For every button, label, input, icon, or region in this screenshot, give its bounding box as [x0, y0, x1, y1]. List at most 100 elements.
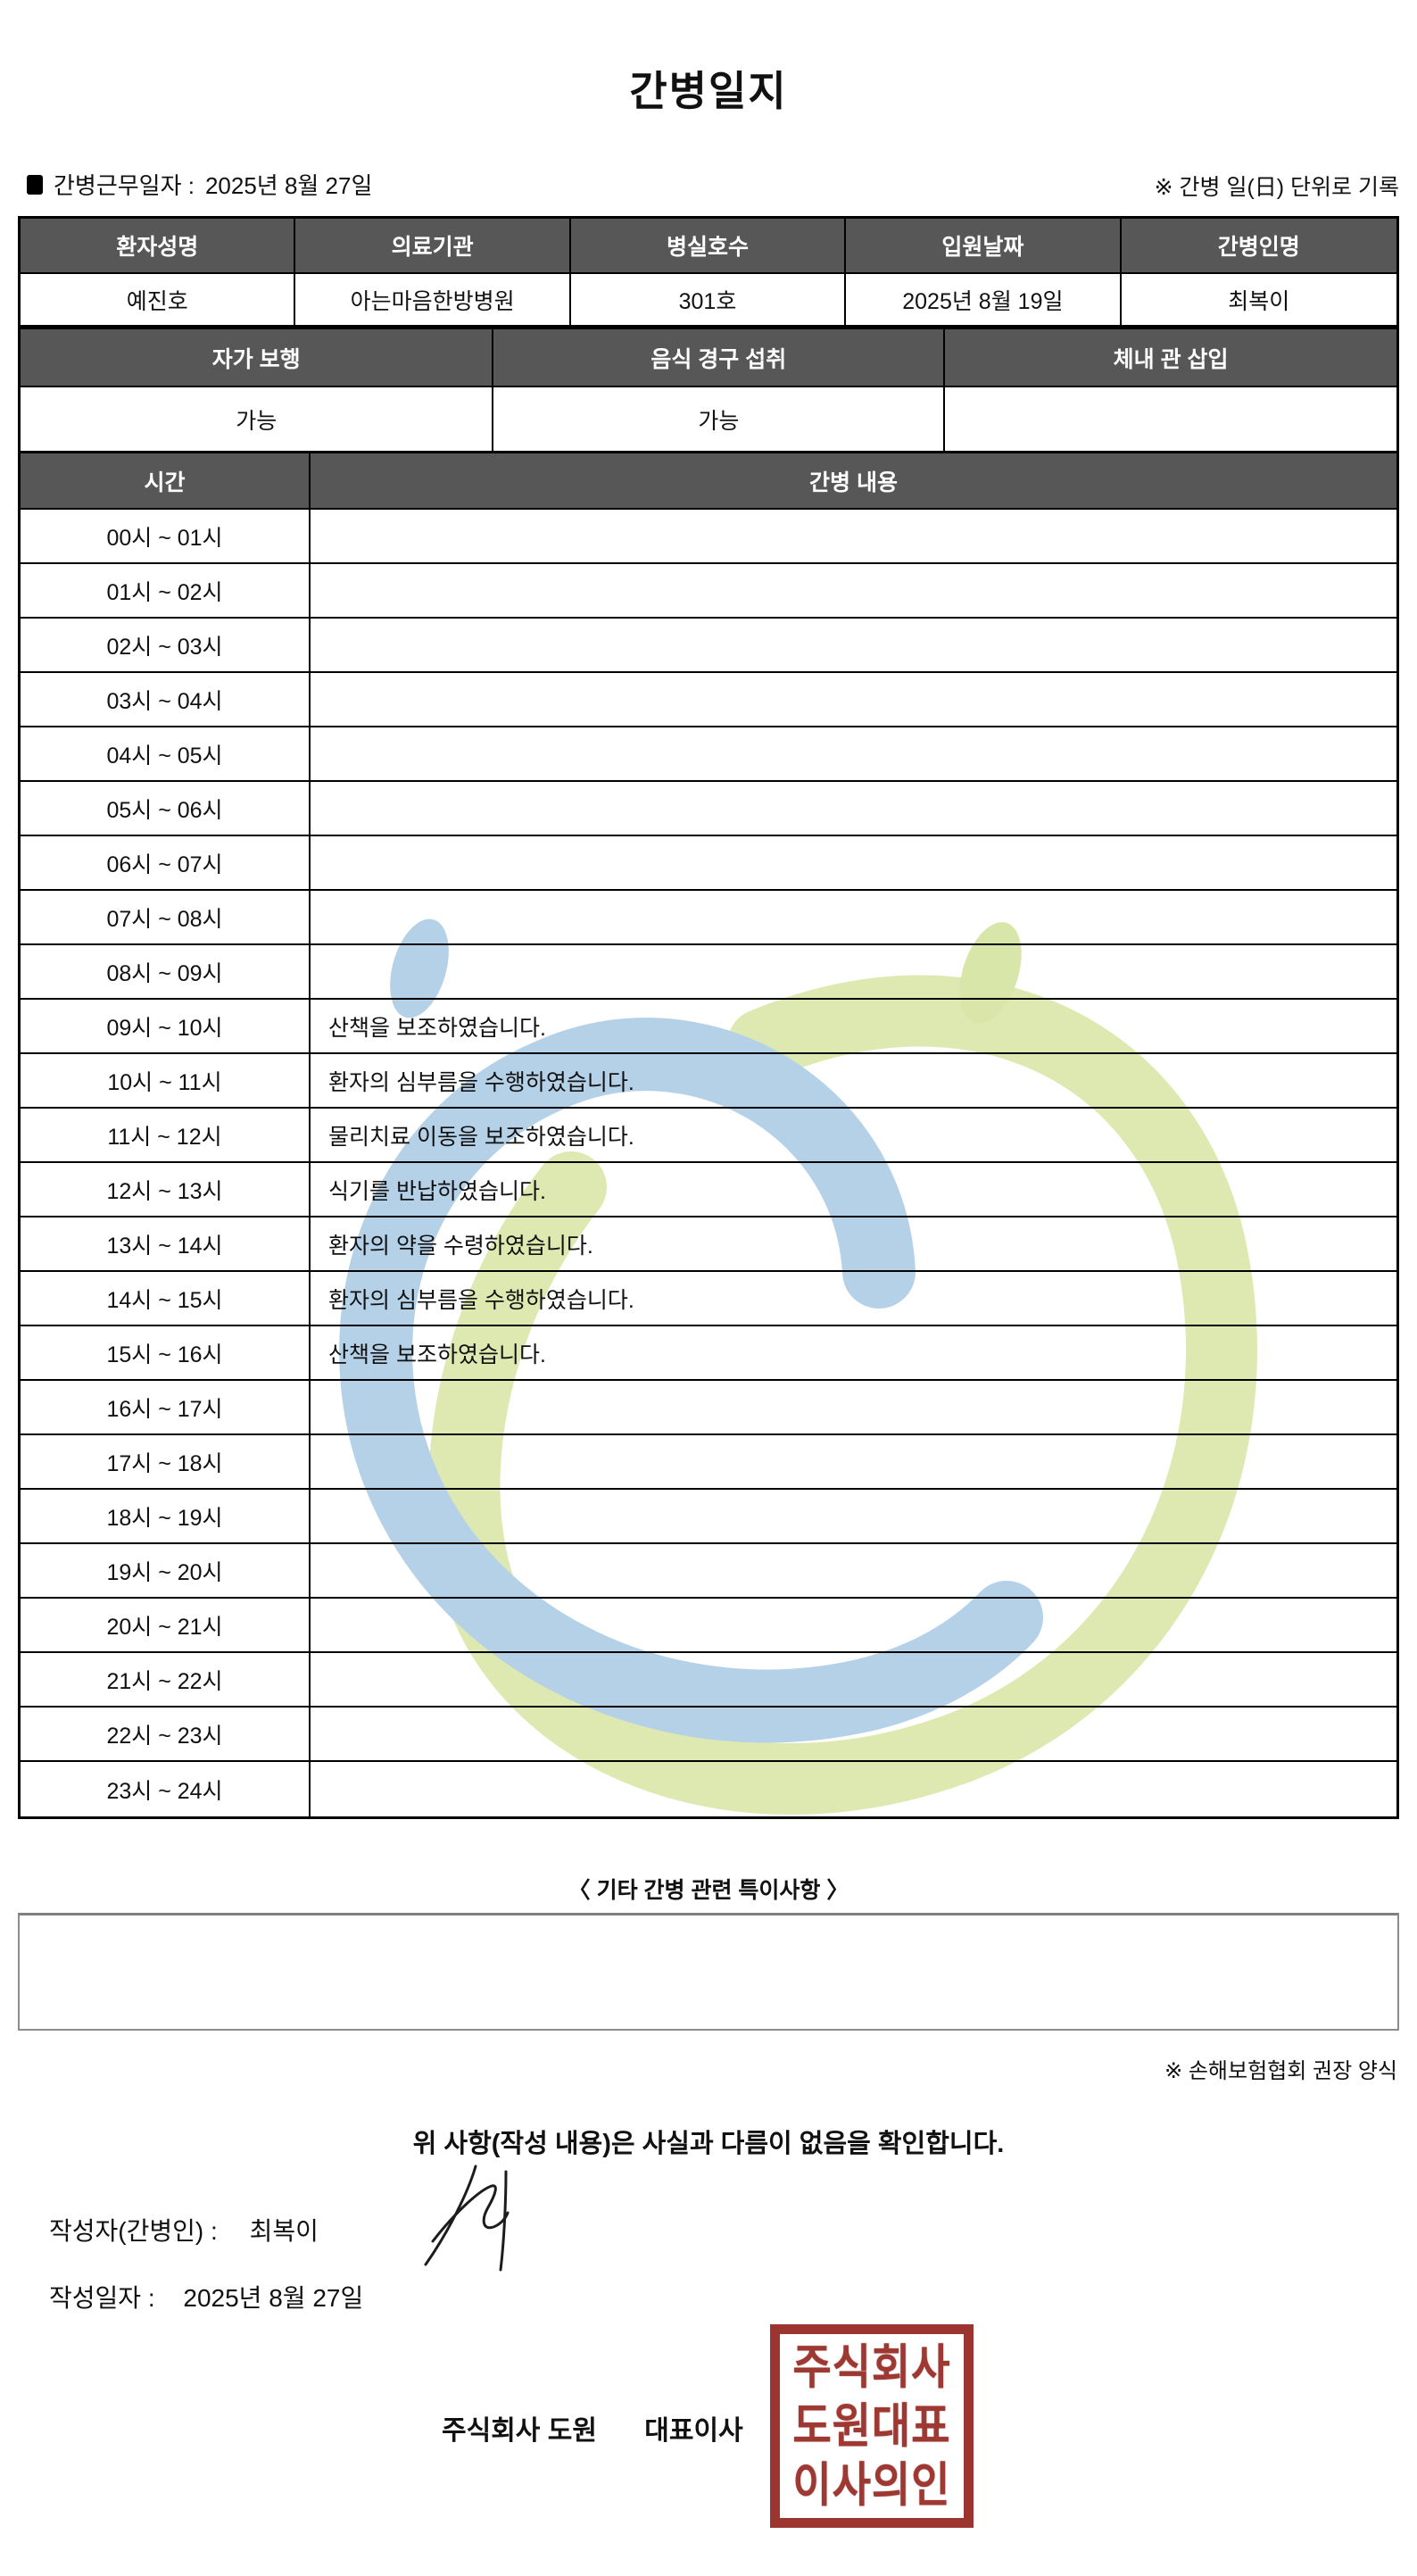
caregiver-name-header: 간병인명 — [1121, 219, 1396, 274]
time-slot-cell: 07시 ~ 08시 — [21, 891, 311, 945]
recommended-form-note: ※ 손해보험협회 권장 양식 — [1164, 2059, 1397, 2083]
patient-info-table: 환자성명 의료기관 병실호수 입원날짜 간병인명 예진호 아는마음한방병원 30… — [18, 216, 1399, 328]
care-log-row: 12시 ~ 13시 식기를 반납하였습니다. — [21, 1163, 1396, 1217]
care-content-cell[interactable]: 산책을 보조하였습니다. — [311, 1326, 1396, 1381]
oral-intake-header: 음식 경구 섭취 — [493, 329, 946, 387]
care-content-cell[interactable] — [311, 1490, 1396, 1544]
self-walking-header: 자가 보행 — [21, 329, 494, 387]
care-content-cell[interactable] — [311, 1708, 1396, 1762]
care-log-row: 08시 ~ 09시 — [21, 945, 1396, 1000]
care-content-cell[interactable] — [311, 1381, 1396, 1435]
stamp-line-3: 이사의인 — [792, 2457, 951, 2512]
corporate-seal-stamp: 주식회사 도원대표 이사의인 — [770, 2324, 974, 2528]
care-content-cell[interactable] — [311, 564, 1396, 619]
care-content-cell[interactable]: 물리치료 이동을 보조하였습니다. — [311, 1109, 1396, 1163]
time-slot-cell: 15시 ~ 16시 — [21, 1326, 311, 1381]
care-log-row: 00시 ~ 01시 — [21, 510, 1396, 564]
time-slot-cell: 21시 ~ 22시 — [21, 1653, 311, 1708]
patient-info-header-row: 환자성명 의료기관 병실호수 입원날짜 간병인명 — [21, 219, 1396, 274]
status-header-row: 자가 보행 음식 경구 섭취 체내 관 삽입 — [21, 329, 1396, 387]
care-log-row: 06시 ~ 07시 — [21, 836, 1396, 891]
admission-date-value: 2025년 8월 19일 — [846, 274, 1122, 325]
confirmation-statement: 위 사항(작성 내용)은 사실과 다름이 없음을 확인합니다. — [412, 2130, 1005, 2158]
care-content-column-header: 간병 내용 — [311, 453, 1396, 510]
written-date-value: 2025년 8월 27일 — [183, 2284, 364, 2312]
care-content-cell[interactable]: 산책을 보조하였습니다. — [311, 1000, 1396, 1054]
care-content-cell[interactable]: 환자의 심부름을 수행하였습니다. — [311, 1272, 1396, 1326]
care-content-cell[interactable] — [311, 1599, 1396, 1653]
care-log-row: 09시 ~ 10시 산책을 보조하였습니다. — [21, 1000, 1396, 1054]
work-date-line: 간병근무일자 : 2025년 8월 27일 — [27, 168, 372, 201]
handwritten-signature — [424, 2165, 510, 2272]
care-log-row: 10시 ~ 11시 환자의 심부름을 수행하였습니다. — [21, 1054, 1396, 1109]
care-content-cell[interactable] — [311, 727, 1396, 782]
time-slot-cell: 14시 ~ 15시 — [21, 1272, 311, 1326]
time-slot-cell: 22시 ~ 23시 — [21, 1708, 311, 1762]
care-log-row: 23시 ~ 24시 — [21, 1762, 1396, 1816]
room-number-value: 301호 — [571, 274, 847, 325]
care-content-cell[interactable] — [311, 673, 1396, 727]
patient-status-table: 자가 보행 음식 경구 섭취 체내 관 삽입 가능 가능 — [18, 327, 1399, 453]
care-log-row: 11시 ~ 12시 물리치료 이동을 보조하였습니다. — [21, 1109, 1396, 1163]
writer-line: 작성자(간병인) : 최복이 — [49, 2212, 319, 2248]
time-slot-cell: 10시 ~ 11시 — [21, 1054, 311, 1109]
time-slot-cell: 04시 ~ 05시 — [21, 727, 311, 782]
care-log-row: 17시 ~ 18시 — [21, 1435, 1396, 1490]
caregiver-name-value: 최복이 — [1228, 288, 1290, 314]
written-date-label: 작성일자 : — [49, 2284, 155, 2312]
care-log-header-row: 시간 간병 내용 — [21, 453, 1396, 510]
care-content-cell[interactable]: 환자의 심부름을 수행하였습니다. — [311, 1054, 1396, 1109]
time-slot-cell: 05시 ~ 06시 — [21, 782, 311, 836]
care-log-row: 22시 ~ 23시 — [21, 1708, 1396, 1762]
unit-note: ※ 간병 일(日) 단위로 기록 — [1154, 175, 1399, 200]
work-date-value: 2025년 8월 27일 — [204, 172, 373, 199]
care-content-cell[interactable] — [311, 619, 1396, 673]
care-content-cell[interactable] — [311, 1762, 1396, 1816]
square-bullet-icon — [27, 174, 43, 195]
care-log-rows: 00시 ~ 01시 01시 ~ 02시 02시 ~ 03시 03시 ~ 04시 04시 … — [21, 510, 1396, 1816]
medical-institution-header: 의료기관 — [295, 219, 571, 274]
care-log-row: 14시 ~ 15시 환자의 심부름을 수행하였습니다. — [21, 1272, 1396, 1326]
company-line: 주식회사 도원 대표이사 — [442, 2408, 743, 2447]
care-content-cell[interactable] — [311, 1544, 1396, 1599]
written-date-line: 작성일자 : 2025년 8월 27일 — [49, 2279, 363, 2314]
care-content-cell[interactable]: 식기를 반납하였습니다. — [311, 1163, 1396, 1217]
page-title: 간병일지 — [629, 68, 788, 114]
care-log-row: 18시 ~ 19시 — [21, 1490, 1396, 1544]
admission-date-header: 입원날짜 — [846, 219, 1122, 274]
care-content-cell[interactable] — [311, 782, 1396, 836]
time-slot-cell: 13시 ~ 14시 — [21, 1217, 311, 1272]
time-slot-cell: 17시 ~ 18시 — [21, 1435, 311, 1490]
time-slot-cell: 08시 ~ 09시 — [21, 945, 311, 1000]
care-content-cell[interactable] — [311, 836, 1396, 891]
patient-name-header: 환자성명 — [21, 219, 296, 274]
care-log-row: 16시 ~ 17시 — [21, 1381, 1396, 1435]
time-slot-cell: 16시 ~ 17시 — [21, 1381, 311, 1435]
time-slot-cell: 18시 ~ 19시 — [21, 1490, 311, 1544]
time-column-header: 시간 — [21, 453, 311, 510]
care-content-cell[interactable] — [311, 1435, 1396, 1490]
time-slot-cell: 00시 ~ 01시 — [21, 510, 311, 564]
care-log-row: 04시 ~ 05시 — [21, 727, 1396, 782]
care-content-cell[interactable] — [311, 891, 1396, 945]
care-log-row: 02시 ~ 03시 — [21, 619, 1396, 673]
time-slot-cell: 01시 ~ 02시 — [21, 564, 311, 619]
medical-institution-value: 아는마음한방병원 — [295, 274, 571, 325]
care-log-table: 시간 간병 내용 00시 ~ 01시 01시 ~ 02시 02시 ~ 03시 03시 … — [18, 451, 1399, 1819]
care-content-cell[interactable] — [311, 510, 1396, 564]
care-content-cell[interactable]: 환자의 약을 수령하였습니다. — [311, 1217, 1396, 1272]
time-slot-cell: 09시 ~ 10시 — [21, 1000, 311, 1054]
care-content-cell[interactable] — [311, 1653, 1396, 1708]
care-log-row: 05시 ~ 06시 — [21, 782, 1396, 836]
other-notes-heading: 〈 기타 간병 관련 특이사항 〉 — [568, 1878, 849, 1903]
tube-insertion-value — [945, 387, 1396, 451]
other-notes-box[interactable] — [18, 1913, 1399, 2031]
care-content-cell[interactable] — [311, 945, 1396, 1000]
time-slot-cell: 20시 ~ 21시 — [21, 1599, 311, 1653]
care-log-row: 01시 ~ 02시 — [21, 564, 1396, 619]
time-slot-cell: 11시 ~ 12시 — [21, 1109, 311, 1163]
oral-intake-value: 가능 — [493, 387, 946, 451]
time-slot-cell: 06시 ~ 07시 — [21, 836, 311, 891]
time-slot-cell: 03시 ~ 04시 — [21, 673, 311, 727]
